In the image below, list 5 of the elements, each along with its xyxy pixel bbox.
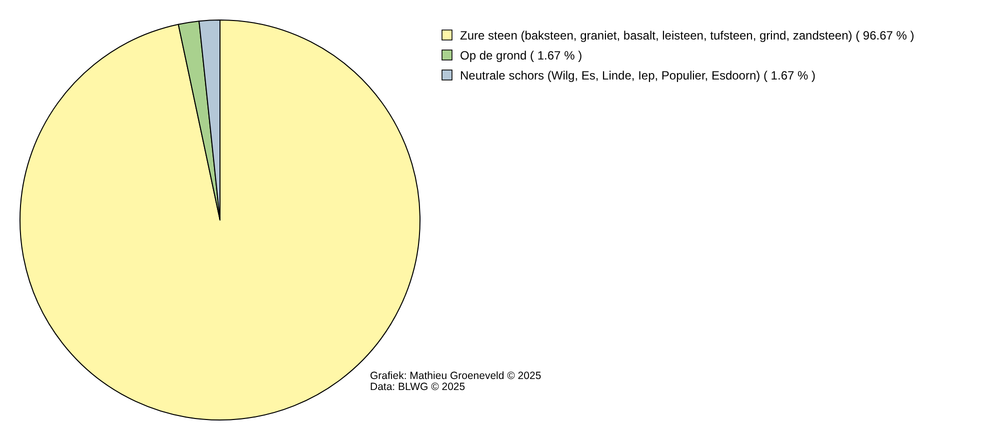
legend-label: Neutrale schors (Wilg, Es, Linde, Iep, Populier, Esdoorn) ( 1.67 % ) — [460, 68, 816, 82]
legend-label: Op de grond ( 1.67 % ) — [460, 48, 582, 62]
text: Data: BLWG © 2025 — [370, 381, 466, 393]
legend-label: Zure steen (baksteen, graniet, basalt, leisteen, tufsteen, grind, zandsteen) ( 96.67 % ) — [460, 28, 914, 42]
text: Grafiek: Mathieu Groeneveld © 2025 — [370, 370, 542, 382]
